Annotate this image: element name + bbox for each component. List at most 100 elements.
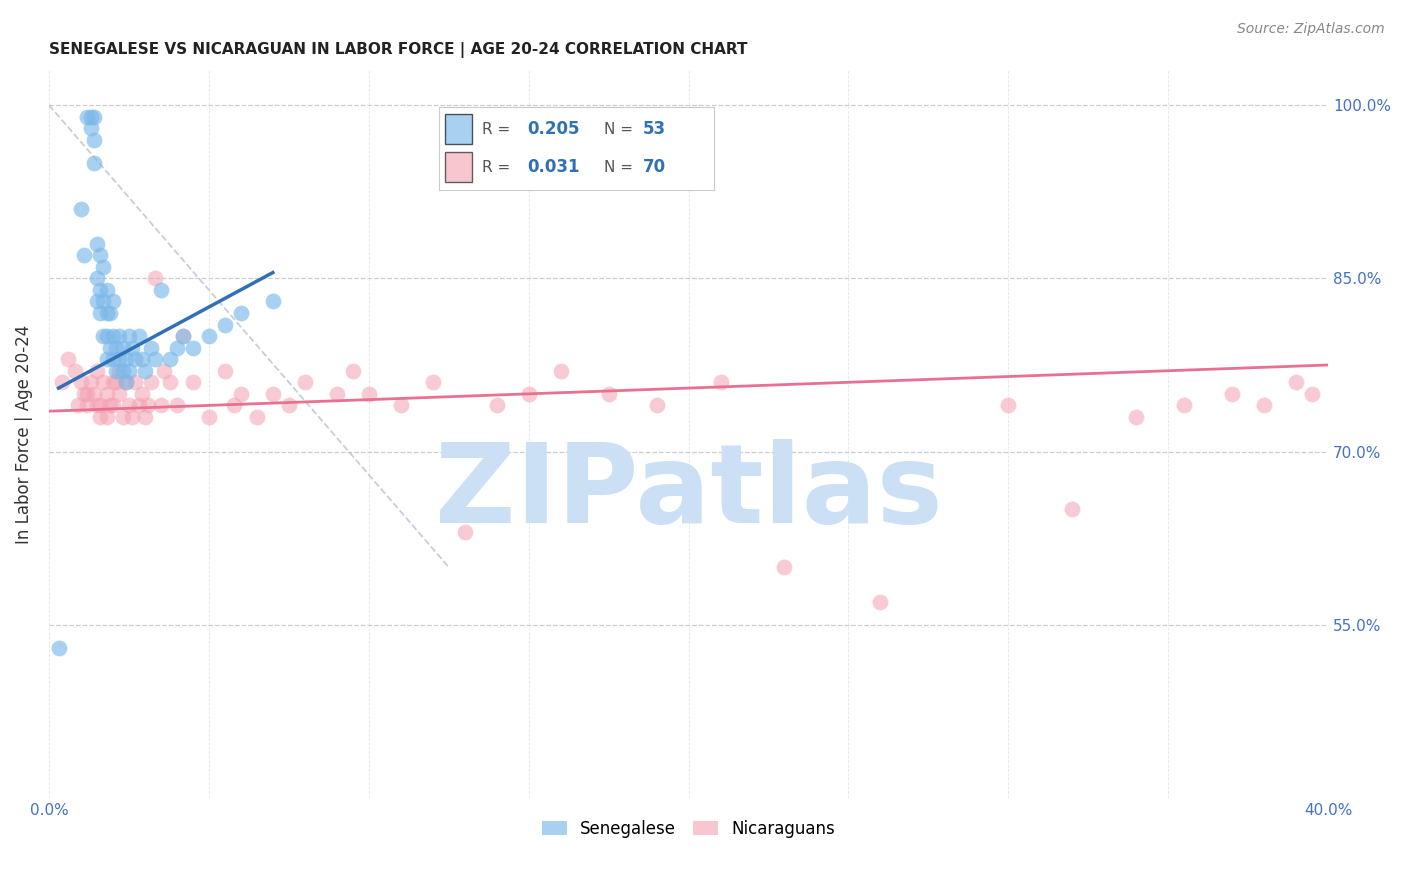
- Point: [108, 387, 131, 401]
- Point: [422, 376, 444, 390]
- Point: [149, 398, 172, 412]
- Point: [105, 364, 128, 378]
- Point: [709, 376, 731, 390]
- Point: [149, 283, 172, 297]
- Point: [89, 398, 111, 412]
- Point: [79, 376, 101, 390]
- Point: [101, 352, 124, 367]
- Point: [214, 364, 236, 378]
- Point: [166, 398, 188, 412]
- Point: [121, 409, 143, 424]
- Point: [89, 409, 111, 424]
- Point: [76, 398, 98, 412]
- Point: [172, 329, 194, 343]
- Point: [262, 294, 284, 309]
- Point: [111, 364, 134, 378]
- Point: [277, 398, 299, 412]
- Point: [773, 560, 796, 574]
- Point: [76, 387, 98, 401]
- Point: [159, 376, 181, 390]
- Point: [645, 398, 668, 412]
- Point: [79, 121, 101, 136]
- Point: [326, 387, 349, 401]
- Point: [134, 409, 156, 424]
- Point: [198, 329, 221, 343]
- Point: [76, 110, 98, 124]
- Point: [83, 110, 105, 124]
- Point: [101, 398, 124, 412]
- Point: [105, 341, 128, 355]
- Y-axis label: In Labor Force | Age 20-24: In Labor Force | Age 20-24: [15, 325, 32, 544]
- Point: [181, 376, 204, 390]
- Point: [48, 640, 70, 655]
- Text: Source: ZipAtlas.com: Source: ZipAtlas.com: [1237, 22, 1385, 37]
- Point: [454, 525, 477, 540]
- Point: [246, 409, 269, 424]
- Point: [485, 398, 508, 412]
- Point: [114, 352, 136, 367]
- Point: [136, 398, 159, 412]
- Point: [131, 352, 153, 367]
- Point: [114, 376, 136, 390]
- Point: [51, 376, 73, 390]
- Point: [131, 387, 153, 401]
- Text: ZIPatlas: ZIPatlas: [434, 439, 942, 546]
- Point: [1062, 502, 1084, 516]
- Point: [108, 352, 131, 367]
- Point: [598, 387, 620, 401]
- Point: [141, 376, 163, 390]
- Point: [66, 398, 89, 412]
- Point: [166, 341, 188, 355]
- Point: [389, 398, 412, 412]
- Point: [357, 387, 380, 401]
- Point: [86, 364, 108, 378]
- Point: [128, 329, 150, 343]
- Point: [121, 341, 143, 355]
- Point: [96, 283, 118, 297]
- Point: [342, 364, 364, 378]
- Point: [172, 329, 194, 343]
- Legend: Senegalese, Nicaraguans: Senegalese, Nicaraguans: [536, 813, 842, 845]
- Point: [91, 294, 114, 309]
- Point: [101, 329, 124, 343]
- Point: [128, 398, 150, 412]
- Point: [98, 398, 121, 412]
- Point: [83, 387, 105, 401]
- Point: [262, 387, 284, 401]
- Point: [96, 352, 118, 367]
- Point: [294, 376, 316, 390]
- Point: [1285, 376, 1308, 390]
- Point: [73, 387, 96, 401]
- Point: [118, 329, 141, 343]
- Point: [198, 409, 221, 424]
- Point: [108, 364, 131, 378]
- Point: [229, 306, 252, 320]
- Point: [118, 398, 141, 412]
- Text: SENEGALESE VS NICARAGUAN IN LABOR FORCE | AGE 20-24 CORRELATION CHART: SENEGALESE VS NICARAGUAN IN LABOR FORCE …: [49, 42, 748, 58]
- Point: [83, 156, 105, 170]
- Point: [141, 341, 163, 355]
- Point: [111, 341, 134, 355]
- Point: [56, 352, 79, 367]
- Point: [1125, 409, 1147, 424]
- Point: [86, 398, 108, 412]
- Point: [181, 341, 204, 355]
- Point: [143, 271, 166, 285]
- Point: [159, 352, 181, 367]
- Point: [86, 271, 108, 285]
- Point: [73, 248, 96, 262]
- Point: [124, 376, 146, 390]
- Point: [96, 409, 118, 424]
- Point: [124, 352, 146, 367]
- Point: [96, 306, 118, 320]
- Point: [134, 364, 156, 378]
- Point: [101, 376, 124, 390]
- Point: [89, 283, 111, 297]
- Point: [91, 329, 114, 343]
- Point: [118, 364, 141, 378]
- Point: [91, 376, 114, 390]
- Point: [101, 294, 124, 309]
- Point: [79, 110, 101, 124]
- Point: [108, 329, 131, 343]
- Point: [153, 364, 176, 378]
